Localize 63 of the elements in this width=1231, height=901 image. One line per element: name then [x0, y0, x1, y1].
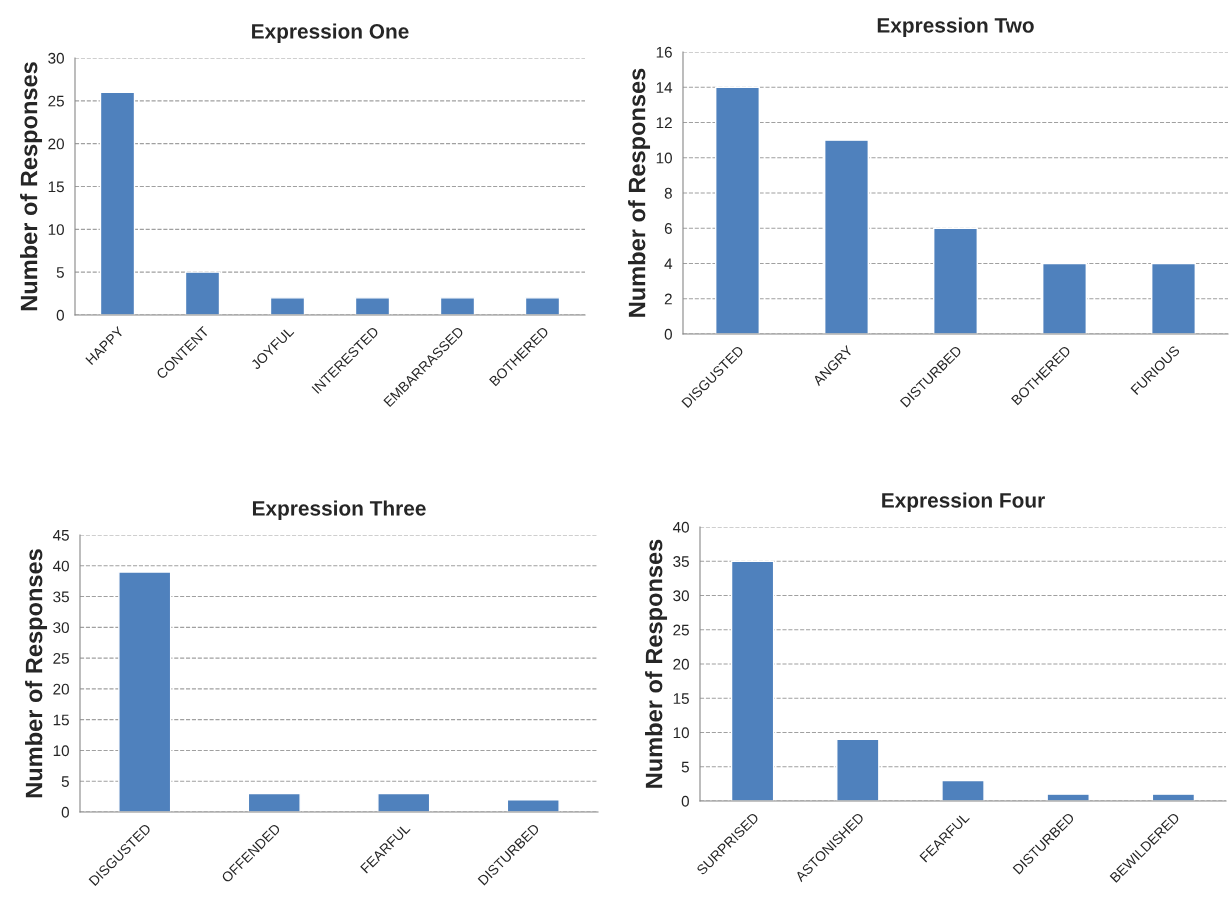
y-axis-title: Number of Responses — [628, 68, 651, 317]
bar — [1046, 793, 1090, 801]
bar — [184, 271, 221, 315]
bar — [506, 798, 560, 812]
y-tick-label: 40 — [52, 560, 69, 572]
y-tick-label: 30 — [48, 52, 64, 64]
y-tick-label: 5 — [56, 267, 64, 278]
y-tick-label: 20 — [48, 138, 64, 150]
y-tick-label: 30 — [53, 622, 69, 634]
bar — [118, 571, 172, 812]
y-tick-label: 25 — [673, 624, 689, 636]
y-tick-label: 5 — [681, 761, 689, 773]
y-axis-title: Number of Responses — [645, 539, 668, 788]
y-tick-label: 8 — [664, 187, 672, 199]
y-tick-label: 20 — [53, 683, 69, 695]
bar — [1042, 262, 1087, 334]
bar — [1151, 793, 1196, 801]
bar — [836, 738, 880, 801]
y-tick-label: 4 — [664, 258, 673, 270]
y-tick-label: 5 — [61, 776, 69, 787]
y-tick-label: 0 — [61, 806, 69, 818]
y-tick-label: 15 — [48, 181, 64, 193]
y-tick-label: 10 — [48, 224, 64, 236]
y-tick-label: 10 — [673, 727, 689, 739]
y-tick-label: 2 — [664, 293, 672, 305]
y-tick-label: 16 — [656, 46, 672, 58]
y-tick-label: 10 — [656, 152, 672, 164]
y-tick-label: 15 — [53, 714, 69, 726]
bar — [247, 792, 301, 812]
bar — [824, 139, 869, 334]
y-tick-label: 20 — [673, 658, 689, 670]
y-tick-label: 35 — [673, 556, 689, 567]
chart-title: Expression Four — [882, 492, 1045, 512]
chart-title: Expression One — [252, 23, 409, 43]
y-tick-label: 45 — [52, 530, 69, 541]
y-axis-title: Number of Responses — [20, 62, 43, 311]
chart-title: Expression Three — [252, 500, 426, 520]
y-tick-label: 35 — [53, 591, 69, 603]
y-tick-label: 6 — [664, 223, 672, 234]
y-tick-label: 14 — [656, 82, 673, 93]
y-tick-label: 0 — [681, 795, 689, 807]
y-tick-label: 0 — [56, 309, 64, 321]
bar — [715, 86, 760, 334]
y-tick-label: 10 — [53, 745, 69, 757]
y-tick-label: 25 — [53, 652, 69, 664]
bar — [933, 227, 978, 334]
bar — [1151, 262, 1196, 334]
bar — [730, 560, 775, 801]
y-tick-label: 30 — [673, 590, 689, 602]
bar — [354, 297, 391, 315]
y-tick-label: 12 — [656, 117, 672, 129]
bar — [99, 91, 136, 315]
bar — [941, 779, 985, 801]
y-tick-label: 40 — [672, 521, 689, 533]
bar — [524, 297, 561, 315]
bar — [377, 792, 431, 812]
chart-title: Expression Two — [877, 17, 1034, 37]
bar — [269, 297, 306, 315]
y-tick-label: 25 — [48, 95, 64, 107]
y-tick-label: 15 — [673, 693, 689, 704]
y-axis-title: Number of Responses — [25, 549, 48, 798]
y-tick-label: 0 — [664, 328, 672, 340]
bar — [439, 297, 476, 315]
